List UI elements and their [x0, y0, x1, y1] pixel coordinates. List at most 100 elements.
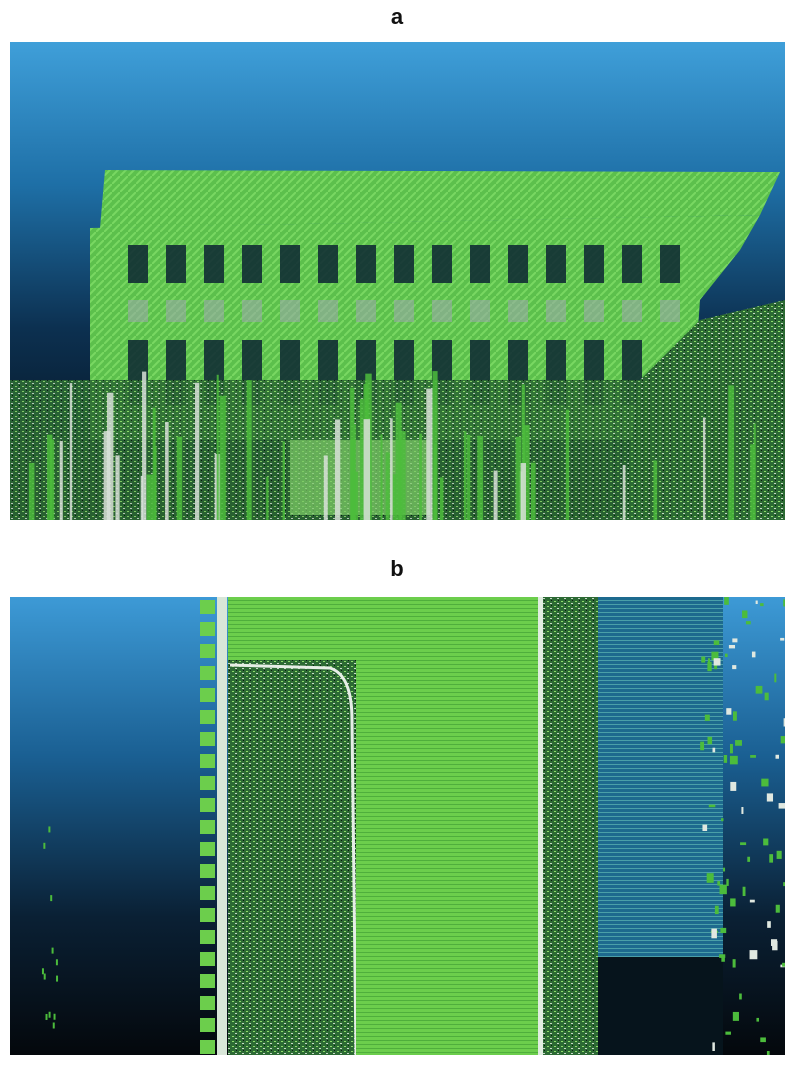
- window: [318, 300, 338, 322]
- speck: [783, 882, 786, 886]
- tree: [516, 437, 522, 520]
- tree: [283, 441, 285, 520]
- tree: [141, 476, 143, 520]
- window: [584, 300, 604, 322]
- speck: [52, 948, 54, 954]
- speck: [719, 954, 725, 958]
- speck: [50, 895, 52, 901]
- block: [200, 996, 215, 1010]
- speck: [760, 1037, 766, 1042]
- window: [546, 300, 566, 322]
- tree: [754, 423, 756, 520]
- tree: [653, 460, 657, 520]
- curb: [217, 597, 227, 1055]
- block: [200, 864, 215, 878]
- speck: [732, 665, 736, 669]
- speck: [723, 868, 725, 872]
- speck: [760, 603, 763, 606]
- tree: [426, 389, 432, 520]
- speck: [700, 742, 704, 751]
- shadow: [598, 957, 723, 1055]
- speck: [708, 658, 710, 666]
- block: [200, 666, 215, 680]
- tree: [247, 380, 252, 520]
- speck: [709, 805, 716, 808]
- speck: [730, 898, 735, 906]
- panel-label: b: [390, 556, 403, 581]
- speck: [763, 838, 768, 845]
- scan-lines: [598, 597, 723, 957]
- speck: [741, 807, 743, 814]
- panel-b: [10, 597, 790, 1057]
- tree: [531, 463, 536, 520]
- tree: [324, 455, 328, 520]
- tree: [380, 434, 382, 520]
- tree: [364, 419, 371, 520]
- speck: [49, 1012, 51, 1018]
- speck: [48, 826, 50, 832]
- tree: [220, 396, 226, 520]
- tree: [494, 471, 498, 520]
- speck: [54, 1014, 56, 1020]
- speck: [714, 640, 720, 645]
- speck: [724, 755, 727, 763]
- sidewalk-top: [228, 597, 356, 660]
- speck: [702, 825, 707, 831]
- tree: [177, 437, 182, 520]
- block: [200, 732, 215, 746]
- speck: [730, 782, 736, 791]
- window: [660, 300, 680, 322]
- block: [200, 820, 215, 834]
- speck: [701, 657, 705, 663]
- block: [200, 1018, 215, 1032]
- speck: [761, 779, 768, 787]
- verge: [543, 597, 598, 1055]
- speck: [705, 715, 710, 721]
- window: [546, 245, 566, 283]
- speck: [724, 597, 729, 605]
- speck: [783, 599, 786, 606]
- speck: [756, 601, 758, 604]
- block: [200, 952, 215, 966]
- window: [470, 300, 490, 322]
- window: [242, 245, 262, 283]
- window: [622, 300, 642, 322]
- window: [242, 300, 262, 322]
- block: [200, 600, 215, 614]
- window: [508, 245, 528, 283]
- tree: [566, 410, 569, 520]
- speck: [56, 959, 58, 965]
- speck: [774, 674, 776, 683]
- tree: [440, 477, 444, 520]
- speck: [725, 654, 728, 657]
- block: [200, 1040, 215, 1054]
- road: [356, 597, 541, 1055]
- tree: [195, 383, 199, 520]
- tree: [360, 399, 364, 520]
- speck: [714, 658, 721, 665]
- tree: [390, 418, 393, 520]
- speck: [733, 711, 737, 720]
- tree: [623, 465, 626, 520]
- tree: [147, 474, 154, 520]
- block: [200, 974, 215, 988]
- speck: [769, 854, 773, 862]
- block: [200, 930, 215, 944]
- speck: [756, 686, 763, 694]
- window: [318, 245, 338, 283]
- tree: [703, 417, 705, 520]
- tree: [153, 408, 156, 520]
- speck: [726, 879, 728, 886]
- speck: [750, 900, 755, 903]
- speck: [750, 755, 756, 758]
- tree: [419, 434, 422, 520]
- speck: [780, 638, 784, 641]
- tree: [351, 472, 358, 520]
- tree: [165, 422, 169, 520]
- speck: [726, 708, 731, 715]
- speck: [725, 1032, 731, 1035]
- block: [200, 754, 215, 768]
- speck: [779, 803, 786, 809]
- speck: [714, 665, 717, 669]
- speck: [767, 921, 771, 928]
